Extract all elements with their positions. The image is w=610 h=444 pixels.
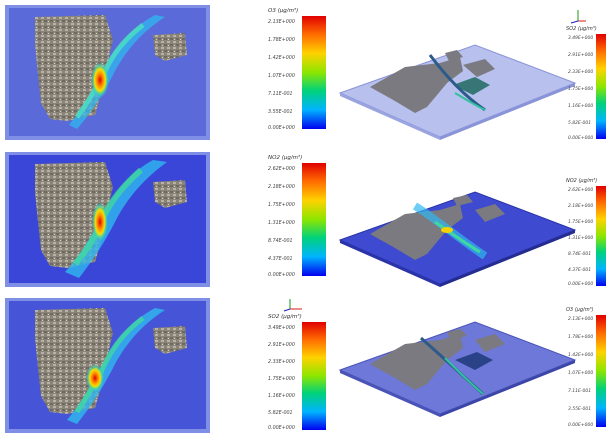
legend-tick: 4.37E-001 (268, 257, 293, 262)
legend-tick: 1.07E+000 (568, 371, 594, 376)
legend-tick: 2.33E+000 (268, 360, 295, 365)
legend-tick: 1.75E+000 (268, 203, 295, 208)
legend-title: O3 (µg/m³) (268, 8, 299, 14)
concentration-map-2d (5, 298, 210, 433)
color-legend-row-2: NO2 (µg/m³) 2.62E+000 2.18E+000 1.75E+00… (268, 155, 328, 285)
color-scale-bar (596, 186, 606, 286)
legend-tick: 0.00E+000 (268, 426, 295, 431)
legend-tick: 3.49E+000 (268, 326, 295, 331)
legend-tick: 7.11E-001 (568, 389, 592, 394)
concentration-map-2d (5, 152, 210, 287)
concentration-view-3d (338, 191, 577, 287)
color-legend-3d-row-3: O3 (µg/m³) 2.13E+000 1.78E+000 1.42E+000… (566, 307, 610, 428)
legend-tick: 0.00E+000 (268, 126, 295, 131)
map-2d-row-3 (5, 298, 210, 433)
legend-title: SO2 (µg/m³) (268, 314, 302, 320)
color-legend-row-3: SO2 (µg/m³) 3.49E+000 2.91E+000 2.33E+00… (268, 314, 328, 444)
color-scale-bar (596, 34, 606, 139)
legend-tick: 2.13E+000 (568, 317, 594, 322)
legend-tick: 3.49E+000 (568, 36, 594, 41)
color-scale-bar (302, 16, 326, 129)
perspective-view-3d-row-1 (335, 5, 585, 140)
legend-tick: 2.91E+000 (268, 343, 295, 348)
perspective-view-3d-row-3 (335, 298, 585, 433)
legend-tick: 0.00E+000 (568, 423, 594, 428)
map-2d-row-2 (5, 152, 210, 287)
legend-tick: 2.18E+000 (268, 185, 295, 190)
legend-tick: 3.55E-001 (268, 110, 293, 115)
legend-tick: 1.75E+000 (568, 220, 594, 225)
map-2d-row-1 (5, 5, 210, 140)
legend-tick: 1.75E+000 (268, 377, 295, 382)
color-scale-bar (302, 322, 326, 430)
legend-tick: 2.33E+000 (568, 70, 594, 75)
legend-tick: 8.74E-001 (568, 252, 592, 257)
legend-tick: 1.31E+000 (568, 236, 594, 241)
legend-tick: 1.75E+000 (568, 87, 594, 92)
legend-tick: 1.42E+000 (568, 353, 594, 358)
legend-tick: 2.13E+000 (268, 20, 295, 25)
legend-tick: 0.00E+000 (568, 136, 594, 141)
color-legend-3d-row-2: NO2 (µg/m³) 2.62E+000 2.18E+000 1.75E+00… (566, 178, 610, 298)
legend-tick: 0.00E+000 (568, 282, 594, 287)
legend-tick: 4.37E-001 (568, 268, 592, 273)
legend-tick: 2.91E+000 (568, 53, 594, 58)
legend-title: SO2 (µg/m³) (566, 26, 597, 32)
legend-tick: 1.78E+000 (568, 335, 594, 340)
concentration-view-3d (338, 321, 577, 417)
legend-tick: 1.16E+000 (568, 104, 594, 109)
concentration-view-3d (338, 44, 577, 140)
legend-title: NO2 (µg/m³) (268, 155, 303, 161)
concentration-map-2d (5, 5, 210, 140)
legend-tick: 0.00E+000 (268, 273, 295, 278)
legend-tick: 1.07E+000 (268, 74, 295, 79)
color-scale-bar (596, 315, 606, 427)
axis-triad-icon (570, 10, 586, 24)
color-scale-bar (302, 163, 326, 276)
perspective-view-3d-row-2 (335, 152, 585, 287)
legend-tick: 8.74E-001 (268, 239, 293, 244)
legend-tick: 2.62E+000 (268, 167, 295, 172)
legend-tick: 1.31E+000 (268, 221, 295, 226)
legend-title: NO2 (µg/m³) (566, 178, 598, 184)
legend-tick: 1.16E+000 (268, 394, 295, 399)
legend-tick: 1.78E+000 (268, 38, 295, 43)
legend-title: O3 (µg/m³) (566, 307, 594, 313)
legend-tick: 5.82E-001 (568, 121, 592, 126)
legend-tick: 3.55E-001 (568, 407, 592, 412)
color-legend-row-1: O3 (µg/m³) 2.13E+000 1.78E+000 1.42E+000… (268, 8, 328, 138)
color-legend-3d-row-1: SO2 (µg/m³) 3.49E+000 2.91E+000 2.33E+00… (566, 26, 610, 146)
legend-tick: 2.62E+000 (568, 188, 594, 193)
legend-tick: 7.11E-001 (268, 92, 293, 97)
legend-tick: 2.18E+000 (568, 204, 594, 209)
legend-tick: 1.42E+000 (268, 56, 295, 61)
legend-tick: 5.82E-001 (268, 411, 293, 416)
axis-triad-icon (283, 299, 302, 312)
